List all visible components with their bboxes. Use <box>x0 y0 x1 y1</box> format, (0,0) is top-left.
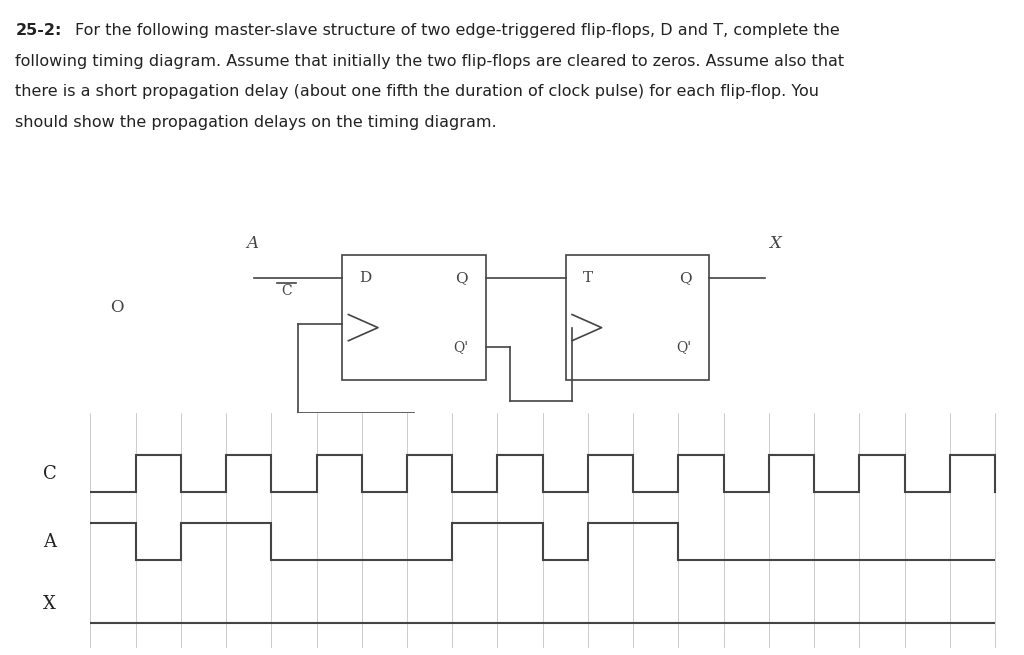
Text: D: D <box>359 271 372 286</box>
Text: C: C <box>43 465 56 483</box>
Text: A: A <box>43 533 56 551</box>
Bar <box>565 255 710 380</box>
Text: X: X <box>769 235 781 252</box>
Text: C: C <box>281 284 292 298</box>
Text: T: T <box>584 271 593 286</box>
Text: should show the propagation delays on the timing diagram.: should show the propagation delays on th… <box>15 115 497 130</box>
Bar <box>342 255 485 380</box>
Text: 25-2:: 25-2: <box>15 23 61 38</box>
Text: Q: Q <box>456 271 468 286</box>
Text: For the following master-slave structure of two edge-triggered flip-flops, D and: For the following master-slave structure… <box>75 23 840 38</box>
Text: X: X <box>43 595 56 614</box>
Text: A: A <box>246 235 258 252</box>
Text: there is a short propagation delay (about one fifth the duration of clock pulse): there is a short propagation delay (abou… <box>15 84 819 100</box>
Text: O: O <box>111 299 124 316</box>
Text: Q': Q' <box>453 340 468 354</box>
Text: following timing diagram. Assume that initially the two flip-flops are cleared t: following timing diagram. Assume that in… <box>15 54 845 69</box>
Text: Q': Q' <box>677 340 692 354</box>
Text: Q: Q <box>679 271 692 286</box>
